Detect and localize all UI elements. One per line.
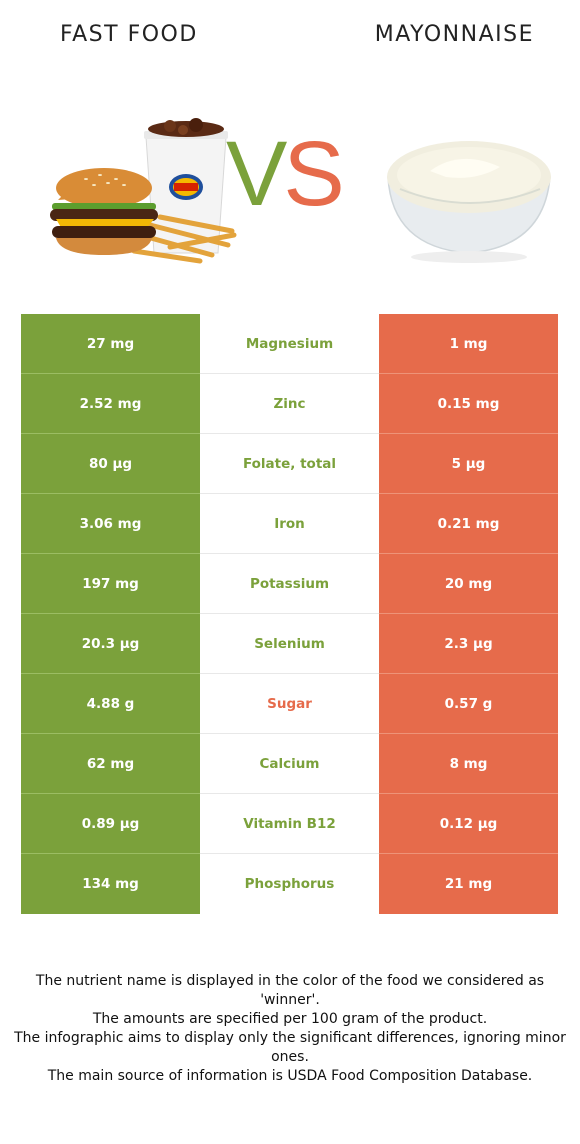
mayonnaise-value: 0.12 µg [379, 794, 558, 854]
mayonnaise-image [387, 141, 551, 263]
table-row: 2.52 mg Zinc 0.15 mg [21, 374, 558, 434]
fast-food-value: 4.88 g [21, 674, 200, 734]
mayonnaise-value: 0.57 g [379, 674, 558, 734]
left-food-title: FAST FOOD [60, 22, 198, 47]
mayonnaise-value: 5 µg [379, 434, 558, 494]
nutrient-name: Iron [200, 494, 379, 554]
nutrient-name: Potassium [200, 554, 379, 614]
table-row: 80 µg Folate, total 5 µg [21, 434, 558, 494]
table-row: 20.3 µg Selenium 2.3 µg [21, 614, 558, 674]
comparison-table: 27 mg Magnesium 1 mg 2.52 mg Zinc 0.15 mg 80 µ… [21, 314, 558, 914]
mayonnaise-value: 0.15 mg [379, 374, 558, 434]
footer-notes: The nutrient name is displayed in the co… [14, 972, 566, 1086]
vs-v-letter: V [226, 123, 287, 225]
fast-food-value: 27 mg [21, 314, 200, 374]
nutrient-name: Sugar [200, 674, 379, 734]
mayonnaise-value: 1 mg [379, 314, 558, 374]
table-row: 197 mg Potassium 20 mg [21, 554, 558, 614]
fast-food-value: 80 µg [21, 434, 200, 494]
table-row: 134 mg Phosphorus 21 mg [21, 854, 558, 914]
nutrient-name: Calcium [200, 734, 379, 794]
nutrient-name: Selenium [200, 614, 379, 674]
nutrient-name: Folate, total [200, 434, 379, 494]
nutrient-name: Zinc [200, 374, 379, 434]
vs-label: VS [226, 128, 345, 220]
table-row: 3.06 mg Iron 0.21 mg [21, 494, 558, 554]
nutrient-name: Magnesium [200, 314, 379, 374]
fast-food-value: 134 mg [21, 854, 200, 914]
mayonnaise-value: 8 mg [379, 734, 558, 794]
footer-note: The main source of information is USDA F… [47, 1068, 533, 1084]
fast-food-value: 3.06 mg [21, 494, 200, 554]
fast-food-value: 2.52 mg [21, 374, 200, 434]
nutrient-name: Phosphorus [200, 854, 379, 914]
mayonnaise-value: 2.3 µg [379, 614, 558, 674]
fast-food-value: 197 mg [21, 554, 200, 614]
table-row: 27 mg Magnesium 1 mg [21, 314, 558, 374]
footer-note: The amounts are specified per 100 gram o… [92, 1011, 488, 1027]
vs-s-letter: S [283, 123, 344, 225]
nutrient-name: Vitamin B12 [200, 794, 379, 854]
mayonnaise-value: 20 mg [379, 554, 558, 614]
right-food-title: MAYONNAISE [374, 22, 534, 47]
table-row: 0.89 µg Vitamin B12 0.12 µg [21, 794, 558, 854]
fast-food-value: 62 mg [21, 734, 200, 794]
footer-note: The infographic aims to display only the… [14, 1030, 566, 1065]
fast-food-value: 0.89 µg [21, 794, 200, 854]
mayonnaise-value: 0.21 mg [379, 494, 558, 554]
mayonnaise-value: 21 mg [379, 854, 558, 914]
table-row: 62 mg Calcium 8 mg [21, 734, 558, 794]
hero-images [50, 118, 551, 264]
fast-food-value: 20.3 µg [21, 614, 200, 674]
table-row: 4.88 g Sugar 0.57 g [21, 674, 558, 734]
footer-note: The nutrient name is displayed in the co… [35, 973, 545, 1008]
fast-food-image [50, 118, 237, 264]
